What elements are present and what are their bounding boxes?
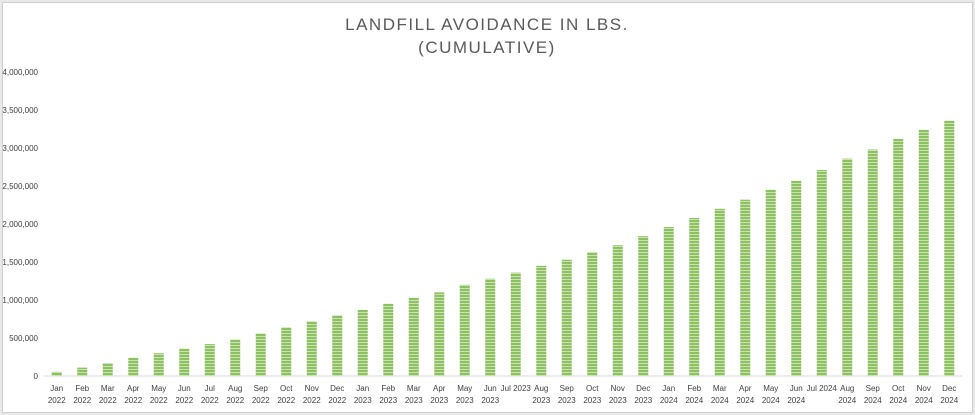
x-tick-label: Aug 2022 <box>226 384 244 405</box>
x-tick-label: Dec 2024 <box>940 384 958 405</box>
bar <box>230 339 241 376</box>
x-tick-label: Jun 2022 <box>175 384 193 405</box>
x-tick-label: Apr 2022 <box>124 384 142 405</box>
chart-title-line-1: LANDFILL AVOIDANCE IN LBS. <box>345 15 629 34</box>
bar <box>765 189 776 376</box>
y-tick-label: 500,000 <box>9 334 38 343</box>
x-tick-label: Jan 2023 <box>354 384 372 405</box>
bar <box>510 272 521 376</box>
x-tick-label: Apr 2023 <box>430 384 448 405</box>
bar <box>638 236 649 376</box>
bar <box>204 344 215 376</box>
x-tick-label: Mar 2023 <box>405 384 423 405</box>
bar <box>867 149 878 376</box>
bar <box>357 309 368 376</box>
bar <box>408 297 419 376</box>
bar <box>459 284 470 376</box>
bar <box>816 170 827 376</box>
bar <box>842 158 853 376</box>
y-tick-label: 4,000,000 <box>2 68 38 77</box>
bar <box>740 199 751 376</box>
bar <box>383 303 394 376</box>
y-tick-label: 1,500,000 <box>2 258 38 267</box>
bar <box>561 259 572 376</box>
bar <box>77 367 88 376</box>
bar <box>689 217 700 376</box>
bar <box>51 371 62 376</box>
x-tick-label: Nov 2023 <box>609 384 627 405</box>
y-tick-label: 0 <box>34 372 39 381</box>
x-tick-label: Nov 2024 <box>915 384 933 405</box>
x-tick-label: Oct 2024 <box>889 384 907 405</box>
x-tick-label: Dec 2022 <box>328 384 346 405</box>
bar <box>791 180 802 376</box>
x-tick-label: Jul 2024 <box>807 384 838 393</box>
chart-title-line-2: (CUMULATIVE) <box>418 38 556 57</box>
bar <box>332 315 343 376</box>
x-tick-label: Jul 2022 <box>201 384 219 405</box>
x-tick-label: Jun 2024 <box>787 384 805 405</box>
bar <box>587 252 598 376</box>
x-axis: Jan 2022 Feb 2022 Mar 2022 Apr 2022 May 2022 Jun 20… <box>48 384 959 405</box>
bar <box>536 265 547 376</box>
bar <box>893 138 904 376</box>
bar <box>612 245 623 376</box>
x-tick-label: Feb 2023 <box>379 384 397 405</box>
x-tick-label: Jun 2023 <box>481 384 499 405</box>
bar <box>918 129 929 376</box>
x-tick-label: Sep 2023 <box>558 384 576 405</box>
x-tick-label: Jul 2023 <box>501 384 532 393</box>
x-tick-label: Nov 2022 <box>303 384 321 405</box>
bar <box>255 333 266 376</box>
bar <box>153 353 164 376</box>
x-tick-label: Sep 2022 <box>252 384 270 405</box>
bar <box>179 348 190 376</box>
bar <box>714 208 725 376</box>
y-tick-label: 2,500,000 <box>2 182 38 191</box>
y-tick-label: 1,000,000 <box>2 296 38 305</box>
bar <box>485 278 496 376</box>
x-tick-label: Feb 2022 <box>73 384 91 405</box>
x-tick-label: Feb 2024 <box>685 384 703 405</box>
x-tick-label: May 2024 <box>762 384 780 405</box>
x-tick-label: May 2023 <box>456 384 474 405</box>
bar <box>306 321 317 376</box>
x-tick-label: Jan 2022 <box>48 384 66 405</box>
bar <box>663 227 674 376</box>
bar <box>944 120 955 376</box>
x-tick-label: Sep 2024 <box>864 384 882 405</box>
x-tick-label: Aug 2024 <box>838 384 856 405</box>
x-tick-label: May 2022 <box>150 384 168 405</box>
bar <box>102 363 113 376</box>
x-tick-label: Oct 2022 <box>277 384 295 405</box>
y-tick-label: 3,000,000 <box>2 144 38 153</box>
y-tick-label: 3,500,000 <box>2 106 38 115</box>
x-tick-label: Mar 2022 <box>99 384 117 405</box>
x-tick-label: Oct 2023 <box>583 384 601 405</box>
bar <box>281 327 292 376</box>
x-tick-label: Mar 2024 <box>711 384 729 405</box>
bar <box>128 357 139 376</box>
x-tick-label: Apr 2024 <box>736 384 754 405</box>
x-tick-label: Dec 2023 <box>634 384 652 405</box>
y-tick-label: 2,000,000 <box>2 220 38 229</box>
x-tick-label: Jan 2024 <box>660 384 678 405</box>
y-axis: 0 500,000 1,000,000 1,500,000 2,000,000 2,500… <box>2 68 962 381</box>
bars-group <box>51 120 955 376</box>
x-tick-label: Aug 2023 <box>532 384 550 405</box>
bar <box>434 292 445 376</box>
